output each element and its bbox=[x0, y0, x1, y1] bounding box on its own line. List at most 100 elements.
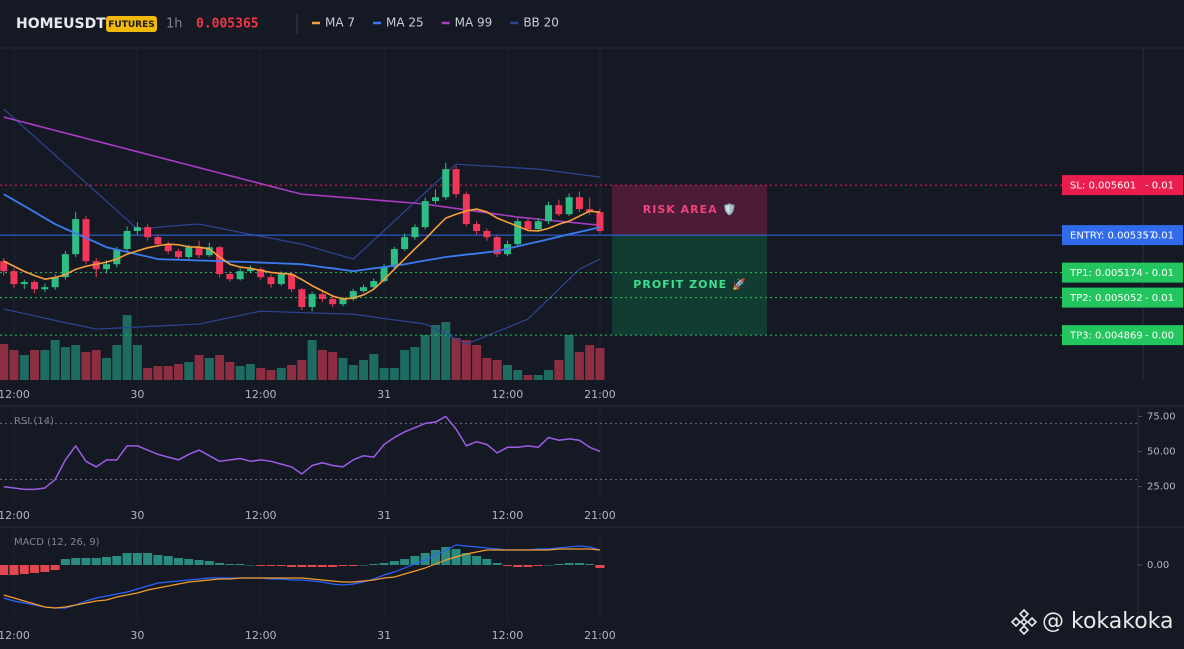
candle-body bbox=[0, 261, 8, 272]
candle-body bbox=[452, 169, 460, 195]
volume-bar bbox=[30, 350, 40, 380]
series-line bbox=[3, 415, 601, 491]
level-label-bg bbox=[1062, 175, 1183, 196]
histogram-bar bbox=[359, 565, 369, 566]
histogram-bar bbox=[348, 565, 358, 566]
candle-body bbox=[41, 287, 49, 290]
histogram-bar bbox=[60, 559, 70, 565]
x-tick-label: 30 bbox=[130, 629, 144, 642]
watermark-text: @ kokakoka bbox=[1042, 609, 1174, 634]
histogram-bar bbox=[91, 558, 101, 565]
candle-body bbox=[575, 197, 583, 210]
volume-bar bbox=[595, 348, 605, 380]
volume-bar bbox=[81, 352, 91, 380]
histogram-bar bbox=[441, 547, 451, 565]
histogram-bar bbox=[595, 565, 605, 568]
histogram-bar bbox=[554, 564, 564, 565]
histogram-bar bbox=[173, 558, 183, 565]
watermark bbox=[1010, 608, 1038, 636]
histogram-bar bbox=[163, 556, 173, 565]
candle-body bbox=[349, 291, 357, 300]
candle-body bbox=[308, 294, 316, 308]
volume-bar bbox=[338, 358, 348, 380]
candle-body bbox=[298, 289, 306, 308]
histogram-bar bbox=[338, 565, 348, 566]
series-line bbox=[3, 108, 601, 260]
volume-bar bbox=[235, 366, 245, 380]
x-tick-label: 31 bbox=[377, 629, 391, 642]
candle-body bbox=[103, 264, 111, 270]
candle-body bbox=[473, 224, 481, 232]
legend-label: MA 25 bbox=[386, 16, 424, 30]
x-tick-label: 21:00 bbox=[584, 509, 616, 522]
histogram-bar bbox=[420, 553, 430, 565]
histogram-bar bbox=[276, 565, 286, 566]
zone bbox=[612, 235, 767, 336]
volume-bar bbox=[554, 360, 564, 380]
histogram-bar bbox=[40, 565, 50, 572]
level-label: TP1: 0.005174 bbox=[1069, 268, 1143, 279]
histogram-bar bbox=[389, 561, 399, 565]
volume-bar bbox=[359, 360, 369, 380]
x-tick-label: 12:00 bbox=[492, 509, 524, 522]
candle-body bbox=[185, 247, 193, 258]
histogram-bar bbox=[266, 565, 276, 566]
candle-body bbox=[493, 237, 501, 255]
candle-body bbox=[462, 194, 470, 225]
x-tick-label: 31 bbox=[377, 388, 391, 401]
candle-body bbox=[113, 249, 121, 265]
x-tick-label: 31 bbox=[377, 509, 391, 522]
candle-body bbox=[555, 205, 563, 215]
candle-body bbox=[421, 201, 429, 228]
series-line bbox=[3, 116, 601, 226]
candle-body bbox=[174, 251, 182, 258]
volume-bar bbox=[173, 364, 183, 380]
volume-bar bbox=[297, 360, 307, 380]
volume-bar bbox=[389, 368, 399, 380]
volume-bar bbox=[122, 315, 132, 380]
histogram-bar bbox=[19, 565, 29, 574]
volume-bar bbox=[451, 338, 461, 380]
volume-bar bbox=[50, 340, 60, 380]
volume-bar bbox=[60, 347, 70, 380]
candle-body bbox=[154, 237, 162, 245]
legend-label: MA 7 bbox=[325, 16, 355, 30]
candle-body bbox=[431, 197, 439, 202]
histogram-bar bbox=[194, 560, 204, 565]
volume-bar bbox=[40, 350, 50, 380]
legend-label: MA 99 bbox=[455, 16, 493, 30]
histogram-bar bbox=[585, 564, 595, 565]
x-tick-label: 12:00 bbox=[245, 509, 277, 522]
level-change: - 0.01 bbox=[1145, 231, 1174, 242]
volume-bar bbox=[287, 365, 297, 380]
candle-body bbox=[514, 221, 522, 245]
histogram-bar bbox=[245, 565, 255, 566]
volume-bar bbox=[441, 322, 451, 380]
volume-bar bbox=[266, 370, 276, 380]
histogram-bar bbox=[0, 565, 9, 575]
legend-label: BB 20 bbox=[523, 16, 559, 30]
histogram-bar bbox=[328, 565, 338, 567]
histogram-bar bbox=[122, 553, 132, 565]
candle-body bbox=[257, 269, 265, 278]
y-tick-label: 50.00 bbox=[1147, 446, 1176, 457]
histogram-bar bbox=[430, 550, 440, 565]
interval: 1h bbox=[166, 17, 183, 32]
histogram-bar bbox=[225, 564, 235, 565]
histogram-bar bbox=[297, 565, 307, 567]
x-tick-label: 30 bbox=[130, 509, 144, 522]
volume-bar bbox=[194, 355, 204, 380]
candle-body bbox=[61, 254, 69, 278]
candle-body bbox=[411, 227, 419, 238]
zone-label: RISK AREA 🛡️ bbox=[643, 203, 737, 216]
candle-body bbox=[329, 299, 337, 305]
series-line bbox=[3, 208, 601, 300]
histogram-bar bbox=[482, 559, 492, 565]
histogram-bar bbox=[461, 553, 471, 565]
x-tick-label: 12:00 bbox=[0, 629, 30, 642]
candle-body bbox=[288, 274, 296, 290]
volume-bar bbox=[544, 370, 554, 380]
volume-bar bbox=[482, 358, 492, 380]
volume-bar bbox=[204, 358, 214, 380]
histogram-bar bbox=[533, 565, 543, 566]
